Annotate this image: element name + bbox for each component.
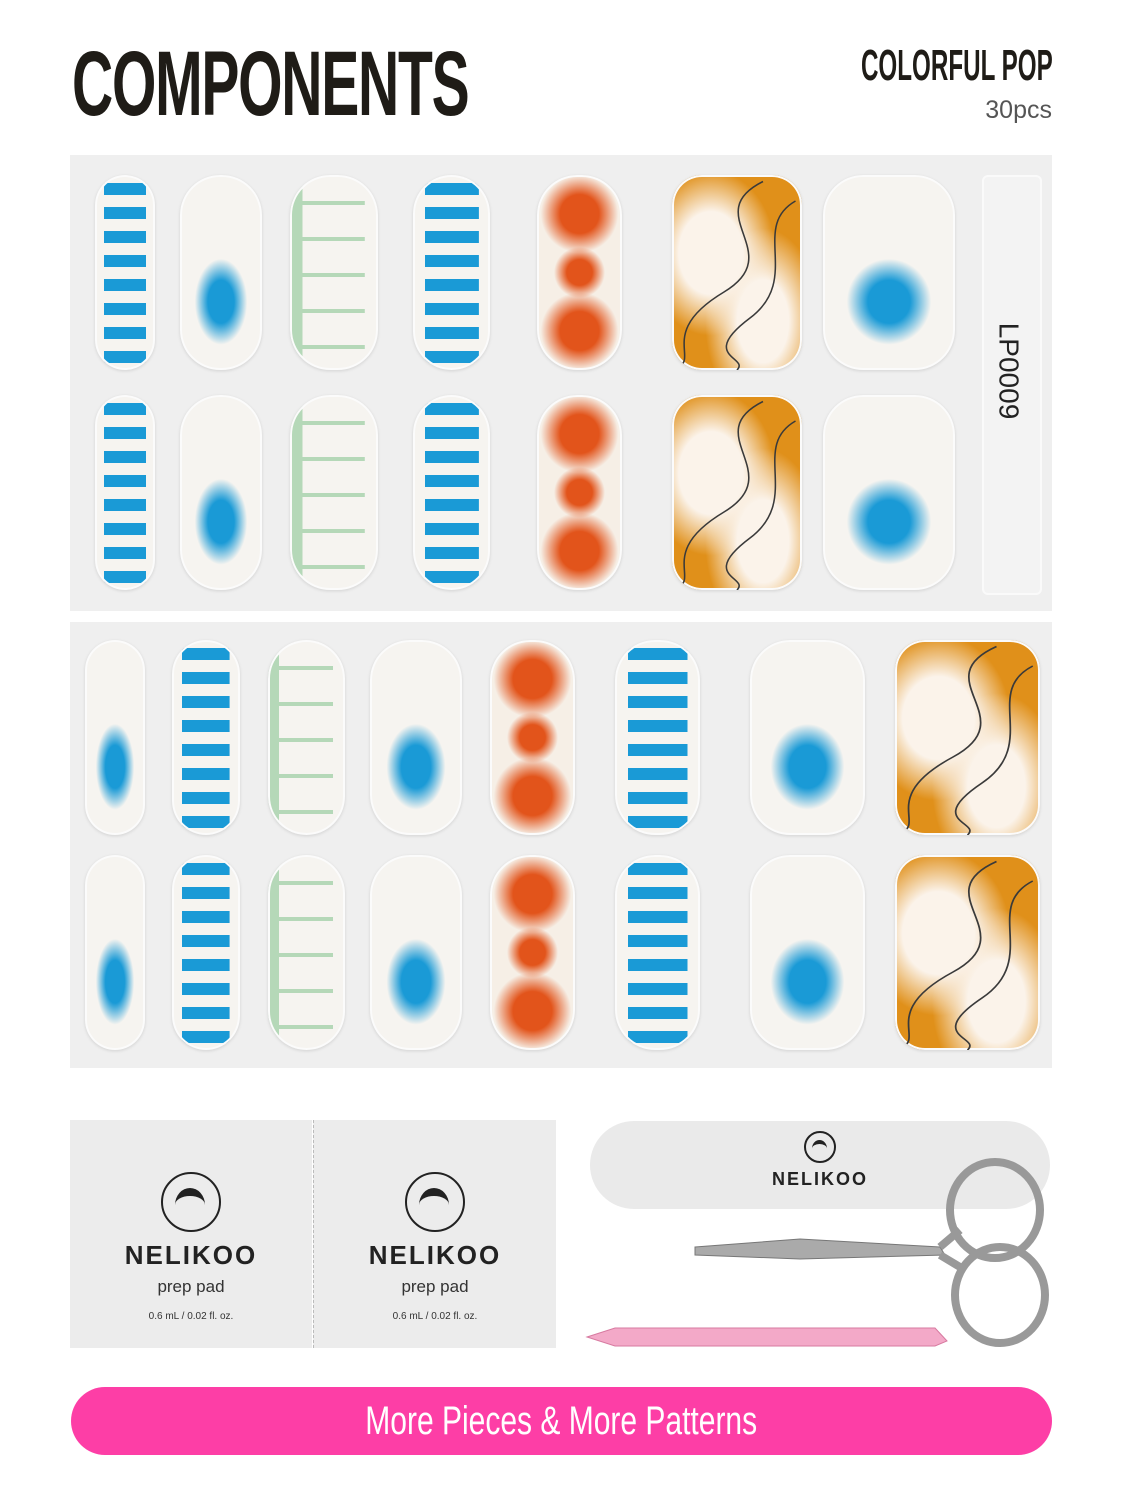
nail-sticker-stripes bbox=[172, 640, 240, 835]
nail-sticker-stripes bbox=[615, 855, 700, 1050]
nail-sticker-dots bbox=[490, 855, 575, 1050]
nail-sheet-1: LP0009 bbox=[70, 155, 1052, 611]
pad-brand: NELIKOO bbox=[368, 1240, 502, 1270]
nail-sticker-blob bbox=[823, 175, 955, 370]
scissors-icon bbox=[694, 1158, 1049, 1347]
pad-label: prep pad bbox=[401, 1277, 469, 1296]
nail-sticker-drip bbox=[290, 395, 378, 590]
nail-sticker-blob bbox=[823, 395, 955, 590]
nail-sticker-drip bbox=[268, 855, 345, 1050]
nail-sticker-swirl bbox=[895, 640, 1040, 835]
nail-sticker-dots bbox=[490, 640, 575, 835]
nail-sticker-blob bbox=[85, 640, 145, 835]
nail-sticker-stripes bbox=[615, 640, 700, 835]
nail-sticker-swirl bbox=[672, 395, 802, 590]
piece-count: 30pcs bbox=[985, 96, 1052, 124]
nail-sticker-blob bbox=[750, 640, 865, 835]
pad-volume: 0.6 mL / 0.02 fl. oz. bbox=[148, 1311, 234, 1322]
pad-volume: 0.6 mL / 0.02 fl. oz. bbox=[392, 1311, 478, 1322]
brand-logo-icon bbox=[161, 1172, 221, 1232]
nail-sticker-blob bbox=[750, 855, 865, 1050]
brand-logo-icon bbox=[405, 1172, 465, 1232]
nail-sticker-stripes bbox=[413, 395, 490, 590]
cuticle-stick-icon bbox=[585, 1327, 948, 1347]
nail-sticker-drip bbox=[290, 175, 378, 370]
collection-name: COLORFUL POP bbox=[861, 41, 1053, 90]
code-strip bbox=[982, 175, 1042, 595]
banner-label: More Pieces & More Patterns bbox=[365, 1399, 758, 1443]
brand-logo-icon bbox=[804, 1131, 836, 1163]
nail-sticker-swirl bbox=[672, 175, 802, 370]
nail-sticker-stripes bbox=[172, 855, 240, 1050]
nail-sticker-drip bbox=[268, 640, 345, 835]
pad-label: prep pad bbox=[157, 1277, 225, 1296]
nail-sticker-blob bbox=[85, 855, 145, 1050]
more-patterns-banner[interactable]: More Pieces & More Patterns bbox=[71, 1387, 1052, 1455]
nail-sticker-swirl bbox=[895, 855, 1040, 1050]
sheet-code: LP0009 bbox=[993, 322, 1025, 420]
nail-sticker-blob bbox=[370, 855, 462, 1050]
nail-sticker-stripes bbox=[95, 175, 155, 370]
nail-sticker-stripes bbox=[95, 395, 155, 590]
nail-sticker-dots bbox=[537, 175, 622, 370]
prep-pad: NELIKOO prep pad 0.6 mL / 0.02 fl. oz. bbox=[70, 1120, 312, 1348]
prep-pad: NELIKOO prep pad 0.6 mL / 0.02 fl. oz. bbox=[313, 1120, 556, 1348]
nail-sticker-blob bbox=[180, 395, 262, 590]
nail-sticker-blob bbox=[180, 175, 262, 370]
nail-sticker-blob bbox=[370, 640, 462, 835]
file-brand: NELIKOO bbox=[771, 1169, 868, 1189]
page-title: COMPONENTS bbox=[72, 33, 470, 135]
nail-sheet-2 bbox=[70, 622, 1052, 1068]
pad-brand: NELIKOO bbox=[124, 1240, 258, 1270]
nail-sticker-dots bbox=[537, 395, 622, 590]
nail-sticker-stripes bbox=[413, 175, 490, 370]
